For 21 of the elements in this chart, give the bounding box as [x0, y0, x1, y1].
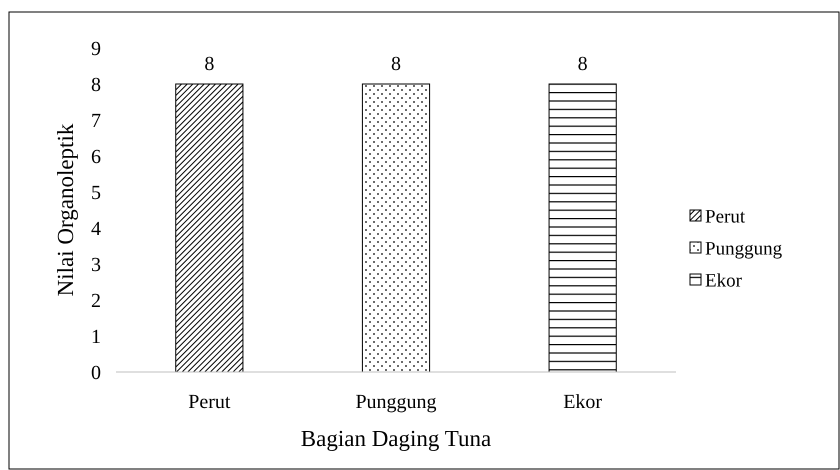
data-label: 8: [391, 53, 401, 75]
data-label: 8: [578, 53, 588, 75]
y-axis-title: Nilai Organoleptik: [53, 123, 78, 296]
y-tick-label: 8: [91, 74, 101, 96]
x-tick-label: Perut: [188, 391, 231, 413]
x-axis-title: Bagian Daging Tuna: [300, 426, 492, 451]
y-tick-label: 9: [91, 38, 101, 60]
legend-label: Punggung: [705, 238, 783, 260]
x-tick-label: Ekor: [563, 391, 602, 413]
data-label: 8: [204, 53, 214, 75]
y-tick-label: 0: [91, 362, 101, 384]
legend-label: Ekor: [705, 270, 743, 292]
y-tick-label: 6: [91, 146, 101, 168]
x-tick-label: Punggung: [355, 391, 437, 413]
y-tick-label: 2: [91, 290, 101, 312]
y-tick-label: 3: [91, 254, 101, 276]
legend-label: Perut: [705, 206, 746, 228]
y-tick-label: 5: [91, 182, 101, 204]
y-tick-label: 4: [91, 218, 101, 240]
y-tick-label: 7: [91, 110, 101, 132]
y-tick-label: 1: [91, 326, 101, 348]
